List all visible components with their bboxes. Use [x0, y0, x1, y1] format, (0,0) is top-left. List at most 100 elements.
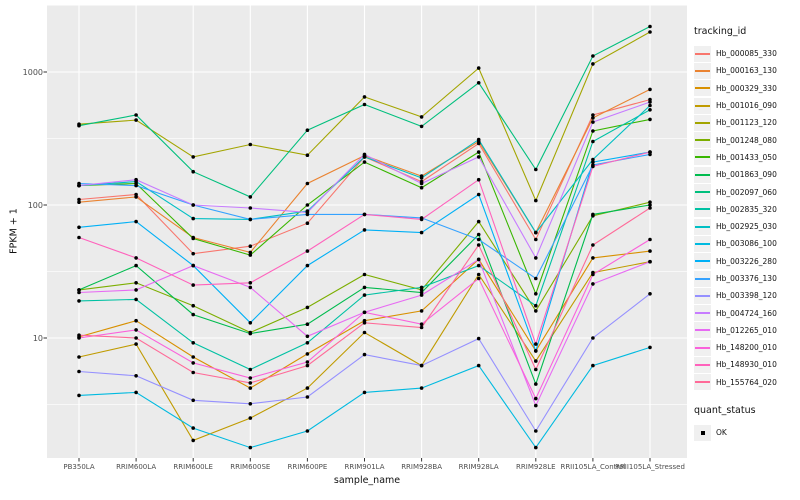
legend-label: Hb_000329_330	[716, 83, 777, 93]
legend-title-tracking-id: tracking_id	[694, 26, 747, 37]
data-point	[248, 217, 253, 222]
legend-entries: Hb_000085_330 Hb_000163_130 Hb_000329_330 H…	[694, 45, 798, 391]
data-point	[305, 341, 310, 345]
legend-key-line-icon	[694, 149, 711, 166]
data-point	[362, 228, 367, 232]
legend-label: OK	[716, 428, 727, 438]
data-point	[248, 402, 253, 406]
data-point	[77, 369, 81, 374]
legend-key-line-icon	[694, 97, 711, 114]
data-point	[305, 386, 310, 390]
legend-key-line-icon	[694, 62, 711, 79]
data-point	[305, 305, 310, 310]
legend-label: Hb_002925_030	[716, 222, 777, 232]
data-point	[191, 303, 195, 308]
data-point	[534, 382, 538, 386]
data-point	[648, 87, 652, 92]
data-point	[419, 288, 424, 292]
legend-key-line-icon	[694, 184, 711, 201]
legend-key-line-icon	[694, 45, 711, 62]
data-point	[534, 359, 538, 363]
data-point	[534, 403, 538, 408]
legend-label: Hb_155764_020	[716, 377, 777, 387]
legend-entry: Hb_003086_100	[694, 235, 798, 252]
data-point	[305, 181, 310, 186]
data-point	[77, 393, 81, 398]
data-point	[305, 153, 310, 157]
data-point	[305, 263, 310, 268]
y-tick-label: 100	[27, 200, 43, 210]
data-point	[305, 203, 310, 207]
panel-background	[47, 5, 687, 458]
legend-entry: Hb_002097_060	[694, 183, 798, 201]
data-point	[191, 155, 195, 159]
data-point	[362, 310, 367, 315]
data-point	[77, 123, 81, 128]
data-point	[419, 386, 424, 390]
data-point	[648, 100, 652, 104]
data-point	[362, 102, 367, 107]
data-point	[134, 342, 138, 346]
legend-label: Hb_012265_010	[716, 325, 777, 335]
data-point	[534, 396, 538, 401]
data-point	[77, 355, 81, 359]
data-point	[476, 155, 481, 159]
data-point	[77, 333, 81, 338]
legend-entry: Hb_012265_010	[694, 322, 798, 339]
x-tick-label: RRIM928BA	[401, 463, 442, 471]
legend-entry-quant: OK	[694, 424, 798, 441]
legend-key-line-icon	[694, 253, 711, 270]
data-point	[77, 197, 81, 202]
data-point	[648, 203, 652, 207]
data-point	[362, 212, 367, 217]
data-point	[476, 272, 481, 277]
data-point	[362, 160, 367, 164]
legend-label: Hb_000085_330	[716, 49, 777, 59]
data-point	[419, 325, 424, 330]
legend-label: Hb_148200_010	[716, 343, 777, 353]
data-point	[305, 128, 310, 132]
data-point	[134, 219, 138, 224]
legend-entry: Hb_001433_050	[694, 149, 798, 166]
x-axis-title: sample_name	[333, 475, 401, 486]
data-point	[77, 290, 81, 295]
data-point	[134, 195, 138, 199]
legend-label: Hb_001016_090	[716, 101, 777, 111]
data-point	[591, 272, 595, 277]
data-point	[534, 309, 538, 313]
data-point	[248, 195, 253, 199]
data-point	[191, 341, 195, 345]
x-tick-label: RRIM901LA	[344, 463, 385, 471]
data-point	[534, 292, 538, 296]
legend-entry: Hb_004724_160	[694, 304, 798, 322]
data-point	[77, 183, 81, 188]
data-point	[248, 250, 253, 255]
data-point	[591, 62, 595, 66]
data-point	[419, 230, 424, 235]
data-point	[591, 336, 595, 340]
data-point	[591, 164, 595, 169]
data-point	[191, 426, 195, 430]
legend-key-line-icon	[694, 132, 711, 149]
quant-ok-key-icon	[694, 424, 711, 441]
data-point	[134, 318, 138, 323]
data-point	[134, 113, 138, 117]
data-point	[191, 169, 195, 174]
data-point	[248, 281, 253, 285]
data-point	[191, 398, 195, 403]
legend-label: Hb_002835_320	[716, 204, 777, 214]
legend-key-line-icon	[694, 218, 711, 235]
data-point	[476, 336, 481, 341]
legend-key-line-icon	[694, 287, 711, 304]
data-point	[591, 139, 595, 144]
legend-entry: Hb_001123_120	[694, 114, 798, 131]
legend-label: Hb_003398_120	[716, 291, 777, 301]
data-point	[419, 217, 424, 222]
data-point	[362, 330, 367, 335]
data-point	[476, 137, 481, 142]
x-tick-label: RRIM600SE	[230, 463, 271, 471]
data-point	[362, 272, 367, 277]
legend-title-quant-status: quant_status	[694, 404, 756, 416]
